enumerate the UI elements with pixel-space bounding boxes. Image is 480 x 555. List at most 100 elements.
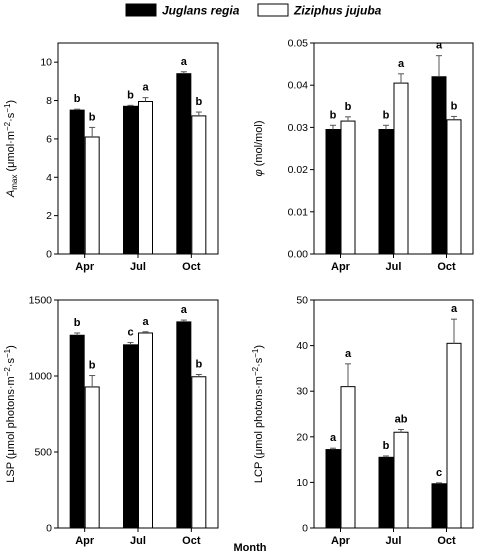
significance-letter: b <box>345 101 352 113</box>
y-axis-label-part: −2 <box>3 367 12 377</box>
bar-juglans-apr <box>325 129 341 255</box>
y-axis-label-part: LSP (μmol photons·m <box>5 376 17 482</box>
y-tick-label: 8 <box>46 95 52 107</box>
bar-juglans-apr <box>325 449 341 529</box>
y-axis-label-part: −1 <box>3 103 12 113</box>
bar-juglans-oct <box>176 73 192 255</box>
y-axis-label-part: φ <box>253 169 265 176</box>
significance-letter: a <box>398 58 405 70</box>
legend-swatch-ziziphus <box>257 3 289 17</box>
x-tick-label: Jul <box>130 535 146 547</box>
x-tick-label: Jul <box>386 535 402 547</box>
significance-letter: ab <box>395 414 408 426</box>
significance-letter: b <box>127 89 134 101</box>
bar-ziziphus-oct <box>191 115 207 255</box>
x-tick-label: Oct <box>182 261 201 273</box>
y-axis-label-part: max <box>10 175 19 190</box>
significance-letter: b <box>89 360 96 372</box>
x-tick-label: Apr <box>331 535 351 547</box>
bar-ziziphus-oct <box>446 119 462 255</box>
bar-ziziphus-jul <box>138 101 153 255</box>
x-tick-label: Oct <box>437 535 456 547</box>
significance-letter: a <box>330 432 337 444</box>
bar-ziziphus-oct <box>191 376 207 529</box>
y-axis-label-part: ·s <box>5 112 17 122</box>
y-tick-label: 4 <box>46 172 52 184</box>
significance-letter: a <box>451 303 458 315</box>
y-axis-label-part: ) <box>5 100 17 104</box>
y-axis-label-part: −2 <box>3 121 12 131</box>
y-tick-label: 0.00 <box>288 249 309 261</box>
y-tick-label: 40 <box>296 340 308 352</box>
y-tick-label: 2 <box>46 210 52 222</box>
legend: Juglans regia Ziziphus jujuba <box>125 3 382 18</box>
x-tick-label: Apr <box>331 261 351 273</box>
x-tick-label: Jul <box>386 261 402 273</box>
y-tick-label: 0.05 <box>288 38 309 50</box>
y-tick-label: 10 <box>296 477 308 489</box>
significance-letter: b <box>330 109 337 121</box>
significance-letter: b <box>195 96 202 108</box>
y-tick-label: 50 <box>296 295 308 307</box>
bar-ziziphus-oct <box>446 342 462 529</box>
bar-ziziphus-jul <box>393 82 409 255</box>
x-tick-label: Jul <box>130 261 146 273</box>
significance-letter: a <box>181 56 188 68</box>
y-tick-label: 0.02 <box>288 164 309 176</box>
y-axis-label-part: (μmol·m <box>5 131 17 175</box>
bar-juglans-jul <box>123 105 138 255</box>
panel-bottom-left: 0 500 1000 1500 LSP (μmol photons·m−2·s−1) Ap… <box>3 295 219 547</box>
significance-letter: b <box>74 317 81 329</box>
bar-juglans-jul <box>378 129 394 255</box>
x-tick-label: Oct <box>437 261 456 273</box>
significance-letter: b <box>383 440 390 452</box>
y-axis-label-part: ) <box>5 345 17 349</box>
legend-swatch-juglans <box>125 3 157 17</box>
significance-letter: b <box>74 93 81 105</box>
y-tick-label: 0 <box>302 523 308 535</box>
bar-juglans-apr <box>69 109 85 255</box>
bar-juglans-apr <box>69 334 85 529</box>
y-tick-label: 0.01 <box>288 206 309 218</box>
y-axis-label-part: LCP (μmol photons·m <box>253 376 265 483</box>
y-tick-label: 6 <box>46 133 52 145</box>
y-tick-label: 10 <box>40 57 52 69</box>
y-tick-label: 20 <box>296 431 308 443</box>
significance-letter: a <box>181 304 188 316</box>
bar-ziziphus-apr <box>84 386 100 529</box>
significance-letter: a <box>142 82 149 94</box>
significance-letter: b <box>383 109 390 121</box>
significance-letter: a <box>345 348 352 360</box>
bar-ziziphus-apr <box>340 120 356 255</box>
y-tick-label: 0.03 <box>288 122 309 134</box>
y-tick-label: 0.04 <box>288 80 309 92</box>
y-axis-label-part: ·s <box>5 358 17 368</box>
bar-ziziphus-apr <box>84 136 100 255</box>
bar-juglans-oct <box>431 76 447 255</box>
significance-letter: b <box>451 100 458 112</box>
bar-juglans-jul <box>123 344 138 529</box>
legend-label-ziziphus: Ziziphus jujuba <box>293 4 382 18</box>
significance-letter: b <box>89 111 96 123</box>
x-axis-label: Month <box>234 542 267 554</box>
y-tick-label: 30 <box>296 386 308 398</box>
y-axis-label-part: −1 <box>251 348 260 358</box>
y-tick-label: 500 <box>34 447 52 459</box>
significance-letter: c <box>436 467 442 479</box>
x-tick-label: Apr <box>75 261 95 273</box>
bar-juglans-oct <box>431 483 447 529</box>
x-tick-label: Apr <box>75 535 95 547</box>
significance-letter: a <box>142 316 149 328</box>
bar-ziziphus-jul <box>138 332 153 529</box>
y-axis-label: φ (mol/mol) <box>253 120 265 176</box>
y-axis-label-part: A <box>5 190 17 198</box>
bar-juglans-oct <box>176 321 192 529</box>
significance-letter: a <box>436 40 443 52</box>
bar-ziziphus-jul <box>393 431 409 529</box>
y-tick-label: 0 <box>46 523 52 535</box>
significance-letter: c <box>127 327 133 339</box>
y-axis-label-part: −1 <box>3 348 12 358</box>
